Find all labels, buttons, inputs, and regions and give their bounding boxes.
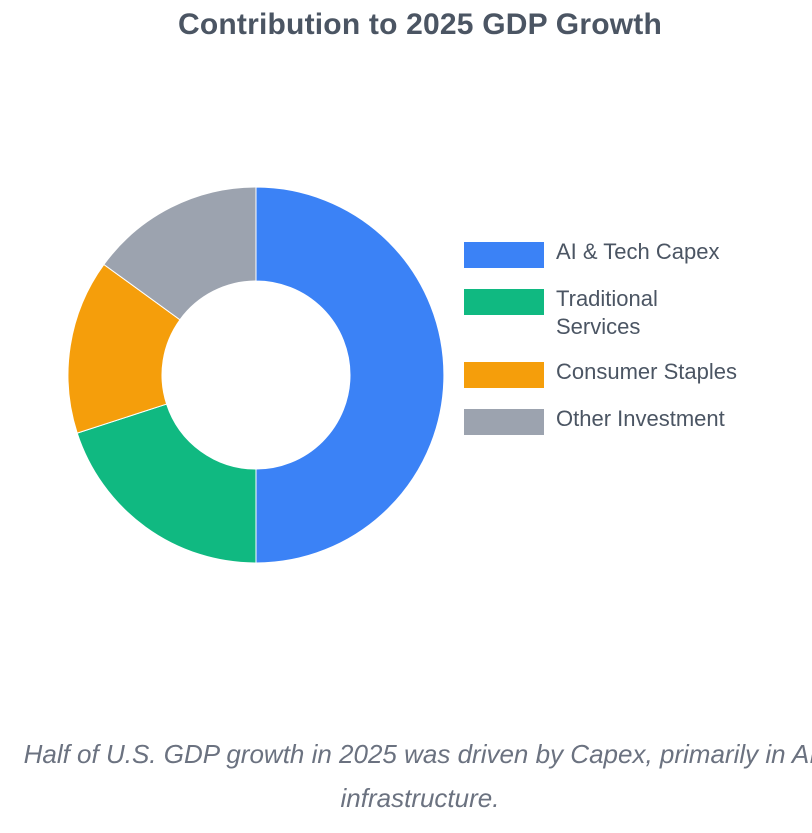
legend-swatch	[464, 409, 544, 435]
slice-ai-tech-capex[interactable]	[256, 187, 444, 563]
legend-item-other-investment[interactable]: Other Investment	[464, 405, 784, 435]
legend-swatch	[464, 289, 544, 315]
legend-item-traditional-services[interactable]: Traditional Services	[464, 285, 784, 341]
legend-label: Consumer Staples	[556, 358, 766, 386]
chart-legend: AI & Tech Capex Traditional Services Con…	[464, 238, 784, 452]
slice-traditional-services[interactable]	[77, 404, 256, 563]
legend-item-ai-tech-capex[interactable]: AI & Tech Capex	[464, 238, 784, 268]
legend-swatch	[464, 242, 544, 268]
chart-caption: Half of U.S. GDP growth in 2025 was driv…	[0, 732, 812, 820]
doughnut-slices	[68, 187, 444, 563]
legend-item-consumer-staples[interactable]: Consumer Staples	[464, 358, 784, 388]
legend-label: Traditional Services	[556, 285, 696, 341]
legend-swatch	[464, 362, 544, 388]
legend-label: Other Investment	[556, 405, 766, 433]
legend-label: AI & Tech Capex	[556, 238, 766, 266]
